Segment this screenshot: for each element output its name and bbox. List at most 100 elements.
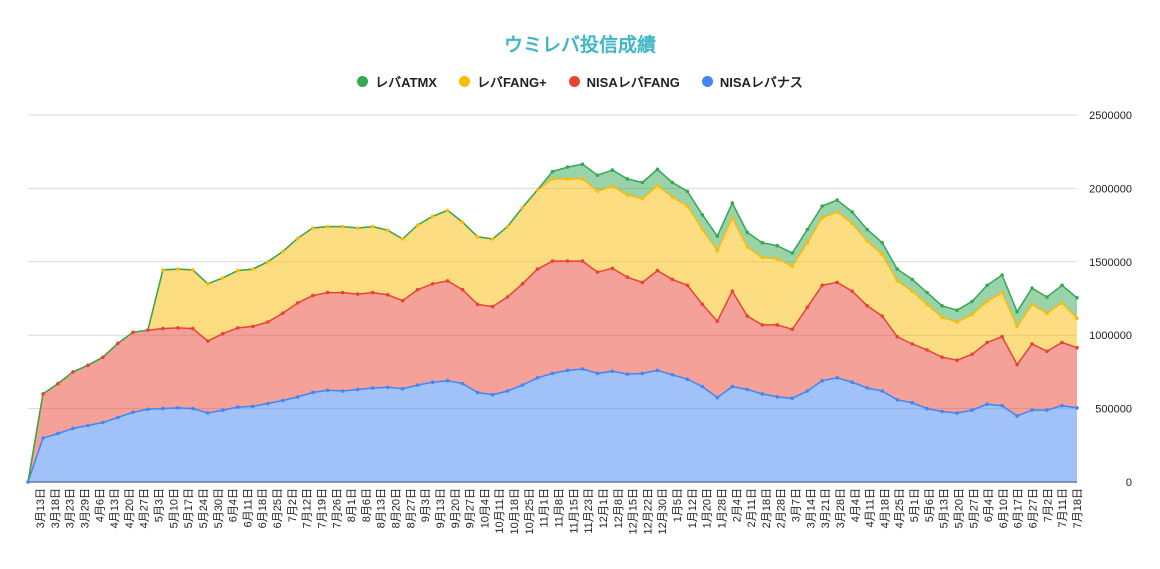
data-point <box>955 320 959 324</box>
x-tick-label: 8月27日 <box>405 488 417 528</box>
data-point <box>700 213 705 217</box>
x-tick-label: 10月18日 <box>509 488 521 534</box>
data-point <box>71 370 75 374</box>
data-point <box>116 341 120 346</box>
x-tick-label: 3月28日 <box>835 488 847 528</box>
data-point <box>580 367 585 371</box>
legend-item-fang-plus[interactable]: レバFANG+ <box>458 72 547 91</box>
data-point <box>281 311 285 316</box>
data-point <box>355 226 360 230</box>
data-point <box>340 290 345 295</box>
data-point <box>940 409 944 414</box>
data-point <box>295 236 300 241</box>
data-point <box>1045 295 1049 299</box>
data-point <box>415 287 420 292</box>
data-point <box>625 275 630 280</box>
data-point <box>191 268 195 272</box>
data-point <box>775 395 780 399</box>
data-point <box>910 289 914 294</box>
x-tick-label: 11月15日 <box>568 488 580 534</box>
data-point <box>910 277 914 282</box>
x-tick-label: 4月18日 <box>879 488 891 528</box>
data-point <box>310 226 315 230</box>
data-point <box>490 392 495 397</box>
x-tick-label: 6月10日 <box>998 488 1010 528</box>
data-point <box>400 298 405 303</box>
data-point <box>640 196 645 201</box>
data-point <box>101 420 105 425</box>
legend-item-atmx[interactable]: レバATMX <box>357 72 437 91</box>
data-point <box>1015 414 1019 418</box>
data-point <box>880 252 884 257</box>
x-tick-label: 2月18日 <box>761 488 773 528</box>
data-point <box>251 324 255 329</box>
data-point <box>745 314 750 318</box>
data-point <box>1000 273 1004 277</box>
data-point <box>805 389 810 393</box>
data-point <box>565 368 570 373</box>
data-point <box>206 282 210 286</box>
data-point <box>415 383 420 387</box>
x-tick-label: 3月14日 <box>805 488 817 528</box>
data-point <box>176 326 180 330</box>
x-tick-label: 9月20日 <box>450 488 462 528</box>
data-point <box>161 268 165 272</box>
x-tick-label: 1月28日 <box>717 488 729 528</box>
data-point <box>985 299 989 304</box>
data-point <box>895 267 899 271</box>
data-point <box>1030 408 1034 412</box>
data-point <box>520 383 525 387</box>
data-point <box>580 162 585 166</box>
data-point <box>385 385 390 390</box>
legend-label-fang-plus: レバFANG+ <box>476 75 547 90</box>
legend-label-atmx: レバATMX <box>375 75 437 90</box>
x-tick-label: 6月11日 <box>242 488 254 528</box>
data-point <box>520 205 525 210</box>
data-point <box>700 384 705 389</box>
legend-item-nisa-fang[interactable]: NISAレバFANG <box>568 72 680 91</box>
legend-item-nisa-nas[interactable]: NISAレバナス <box>701 72 803 91</box>
x-tick-label: 3月21日 <box>820 488 832 528</box>
data-point <box>221 276 225 280</box>
x-tick-label: 6月4日 <box>983 488 995 522</box>
data-point <box>625 372 630 376</box>
x-tick-label: 4月4日 <box>850 488 862 522</box>
data-point <box>310 390 315 395</box>
data-point <box>715 249 720 253</box>
data-point <box>1000 334 1004 339</box>
x-axis: 3月13日 3月18日 3月23日 3月29日 4月6日 4月13日 4月20日 4月27日 5… <box>35 488 1084 534</box>
data-point <box>266 401 270 406</box>
data-point <box>266 260 270 264</box>
data-point <box>745 387 750 392</box>
data-point <box>1060 340 1064 345</box>
x-tick-label: 6月18日 <box>257 488 269 528</box>
chart-title: ウミレバ投信成績 <box>503 35 656 56</box>
data-point <box>550 169 555 174</box>
legend-label-nisa-nas: NISAレバナス <box>719 75 803 90</box>
data-point <box>41 436 45 440</box>
data-point <box>835 376 839 380</box>
data-point <box>775 323 780 327</box>
data-point <box>1060 301 1064 305</box>
data-point <box>281 249 285 254</box>
x-tick-label: 6月27日 <box>1028 488 1040 528</box>
data-point <box>670 277 675 282</box>
data-point <box>430 380 435 385</box>
data-point <box>760 323 765 327</box>
data-point <box>430 214 435 219</box>
data-point <box>460 381 465 386</box>
x-tick-label: 5月27日 <box>968 488 980 528</box>
data-point <box>760 255 765 260</box>
data-point <box>940 355 944 360</box>
data-point <box>56 381 60 386</box>
x-tick-label: 2月4日 <box>731 488 743 522</box>
data-point <box>1045 408 1049 412</box>
data-point <box>101 355 105 360</box>
data-point <box>775 257 780 261</box>
data-point <box>400 237 405 241</box>
data-point <box>790 327 795 332</box>
x-tick-label: 4月25日 <box>894 488 906 528</box>
data-point <box>206 411 210 415</box>
